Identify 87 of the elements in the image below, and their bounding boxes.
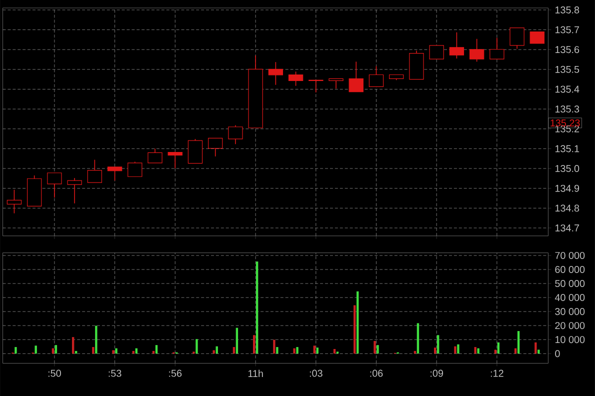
candlestick	[87, 159, 102, 183]
x-tick-label: :53	[108, 370, 122, 377]
x-tick-label: :09	[430, 370, 444, 377]
bar	[356, 291, 359, 354]
candlestick	[228, 124, 243, 144]
bar	[457, 344, 460, 354]
bar	[14, 346, 17, 354]
bar	[34, 346, 37, 354]
y-tick-label: 50 000	[555, 280, 585, 287]
candlestick	[268, 62, 284, 86]
bar	[296, 346, 298, 354]
y-tick-label: 135.4	[555, 86, 580, 93]
candlestick	[288, 71, 304, 86]
candlestick	[429, 44, 444, 60]
bar	[196, 338, 198, 354]
bar	[273, 340, 276, 354]
bar	[497, 342, 500, 354]
y-tick-label: 134.7	[555, 224, 580, 232]
bar	[236, 328, 238, 354]
bar	[374, 340, 376, 354]
y-tick-label: 10 000	[555, 336, 585, 344]
candlestick	[368, 66, 384, 87]
candlestick	[128, 161, 142, 177]
x-tick-label: :50	[48, 370, 61, 377]
y-tick-label: 135.2	[555, 125, 580, 132]
x-tick-label: :56	[169, 370, 182, 377]
bar	[376, 345, 379, 354]
bar	[436, 335, 440, 354]
bar	[474, 346, 476, 354]
y-tick-label: 0	[555, 350, 560, 358]
bar	[115, 348, 118, 354]
candlestick	[490, 37, 504, 60]
y-tick-label: 20 000	[555, 322, 585, 330]
bar	[313, 346, 316, 354]
y-tick-label: 70 000	[555, 252, 585, 259]
candlestick	[449, 32, 464, 59]
x-tick-label: :03	[310, 370, 322, 377]
bar	[477, 348, 480, 354]
bar	[494, 350, 497, 354]
bar	[252, 335, 256, 354]
bar	[232, 346, 236, 354]
candlestick	[469, 38, 484, 62]
bar	[534, 342, 537, 354]
y-tick-label: 135.3	[555, 105, 580, 112]
y-tick-label: 40 000	[554, 294, 585, 301]
y-tick-label: 135.5	[555, 66, 580, 73]
candlestick	[328, 78, 344, 89]
bar	[316, 348, 319, 354]
candlestick	[208, 138, 223, 157]
x-tick-label: :06	[370, 370, 383, 377]
bar	[416, 323, 420, 354]
y-tick-label: 135.1	[555, 145, 580, 152]
bar	[434, 348, 436, 354]
candlestick	[188, 138, 203, 164]
bar	[293, 348, 296, 354]
bar	[92, 346, 94, 354]
bar	[155, 345, 158, 354]
annotation: 135.23	[550, 119, 580, 126]
candlestick	[148, 148, 162, 164]
bar	[354, 305, 356, 354]
bar	[95, 326, 98, 354]
y-tick-label: 135.8	[555, 6, 580, 14]
candlestick	[67, 178, 82, 204]
bar	[256, 261, 258, 354]
bar	[112, 350, 114, 354]
y-tick-label: 135.0	[555, 164, 580, 172]
y-tick-label: 134.8	[555, 204, 580, 212]
y-tick-label: 134.9	[555, 184, 580, 192]
y-tick-label: 135.6	[555, 46, 580, 54]
candlestick	[348, 61, 364, 92]
bar	[54, 345, 58, 354]
candlestick	[6, 189, 22, 214]
candlestick	[47, 172, 62, 198]
candlestick	[107, 166, 122, 181]
x-tick-label: :12	[490, 370, 504, 377]
candlestick	[510, 27, 524, 50]
bar	[72, 337, 74, 354]
y-tick-label: 60 000	[555, 266, 585, 273]
candlestick	[168, 151, 182, 169]
y-tick-label: 30 000	[555, 308, 585, 316]
bar	[538, 350, 540, 354]
bar	[517, 330, 520, 354]
bar	[276, 346, 278, 354]
bar	[454, 346, 456, 354]
y-tick-label: 135.7	[555, 26, 580, 34]
candlestick	[530, 31, 544, 44]
x-tick-label: 11h	[248, 370, 263, 377]
